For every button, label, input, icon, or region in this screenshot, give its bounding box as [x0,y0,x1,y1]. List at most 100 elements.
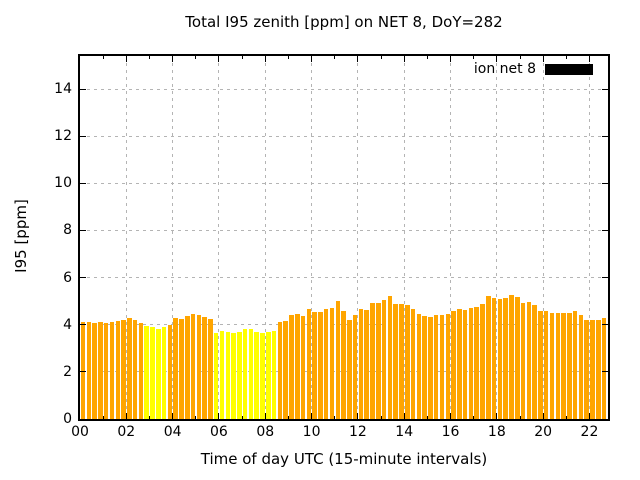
legend-swatch [545,63,593,75]
x-gridline [403,56,405,419]
x-tick-bottom [519,416,521,419]
x-tick-bottom [542,413,544,419]
x-gridline [172,56,174,419]
x-tick-top [125,56,127,62]
bar-01:45 [121,320,126,419]
y-tick-label-0: 0 [63,411,72,427]
x-gridline [125,56,127,419]
bar-02:15 [132,320,138,419]
x-tick-top [426,56,428,59]
y-tick-label-8: 8 [63,222,72,239]
legend: ion net 8 [474,61,593,77]
bar-14:00 [405,305,410,419]
x-tick-label-18: 18 [487,424,506,440]
bar-16:45 [468,308,474,419]
x-tick-bottom [565,416,567,419]
x-gridline [588,56,590,419]
bar-17:00 [474,307,479,419]
x-tick-top [172,56,174,62]
bar-21:00 [567,312,572,419]
y-tick-left [80,229,86,231]
bar-16:30 [462,310,468,419]
bar-09:30 [300,316,306,419]
bar-21:45 [584,319,589,419]
y-tick-left [80,182,86,184]
bar-11:00 [335,301,341,419]
bar-22:45 [607,315,608,419]
y-tick-right [602,324,608,326]
bar-03:00 [150,327,155,419]
bar-10:15 [318,311,323,419]
y-tick-label-10: 10 [54,175,72,192]
bar-09:00 [289,315,294,419]
bar-00:30 [92,323,97,419]
bar-02:30 [138,322,144,419]
x-tick-top [241,56,243,59]
x-tick-top [148,56,150,59]
bar-18:00 [497,298,503,419]
bar-21:30 [578,315,584,419]
y-gridline [80,277,608,279]
x-tick-top [496,56,498,62]
bar-07:45 [260,333,265,419]
x-gridline [542,56,544,419]
bar-13:30 [393,303,398,419]
x-tick-bottom [380,416,382,419]
bar-05:00 [196,314,202,419]
y-tick-right [602,229,608,231]
bar-14:30 [416,314,422,419]
bar-00:45 [98,322,103,419]
bar-12:15 [364,310,369,419]
x-tick-bottom [311,413,313,419]
bar-13:00 [381,300,387,419]
bar-20:00 [543,310,549,419]
bar-12:00 [358,309,364,419]
bar-04:45 [190,313,196,419]
y-tick-label-12: 12 [54,128,72,145]
x-tick-label-00: 00 [71,424,89,440]
bar-18:45 [515,297,520,419]
x-tick-bottom [241,416,243,419]
bar-00:00 [80,322,86,419]
y-tick-right [602,135,608,137]
bar-08:00 [266,331,271,419]
x-tick-bottom [357,413,359,419]
bar-05:45 [213,332,219,419]
bar-19:15 [526,301,532,419]
bar-15:15 [433,314,439,419]
bar-11:45 [352,314,358,419]
bar-20:30 [555,312,561,419]
x-tick-bottom [403,413,405,419]
x-tick-label-14: 14 [395,424,414,440]
bar-06:00 [219,331,225,419]
bar-07:15 [248,328,254,419]
x-tick-label-22: 22 [580,424,599,440]
y-gridline [80,182,608,184]
bar-12:45 [376,302,381,419]
y-tick-right [602,371,608,373]
bar-11:30 [347,319,352,419]
x-gridline [218,56,220,419]
y-tick-left [80,277,86,279]
bar-09:15 [295,314,300,419]
y-tick-left [80,371,86,373]
bar-05:15 [202,316,207,419]
x-tick-label-04: 04 [163,424,182,440]
bar-09:45 [306,309,312,419]
bar-01:30 [115,320,121,419]
x-tick-top [588,56,590,62]
bar-20:45 [561,313,566,419]
x-tick-bottom [496,413,498,419]
plot-area: ion net 8 [78,54,610,421]
bar-00:15 [86,322,92,419]
x-tick-bottom [195,416,197,419]
bar-10:00 [312,311,317,419]
bar-17:45 [491,297,497,419]
bar-15:45 [445,313,451,419]
x-tick-bottom [148,416,150,419]
x-tick-label-08: 08 [256,424,275,440]
y-tick-right [602,277,608,279]
x-tick-top [450,56,452,62]
y-gridline [80,135,608,137]
